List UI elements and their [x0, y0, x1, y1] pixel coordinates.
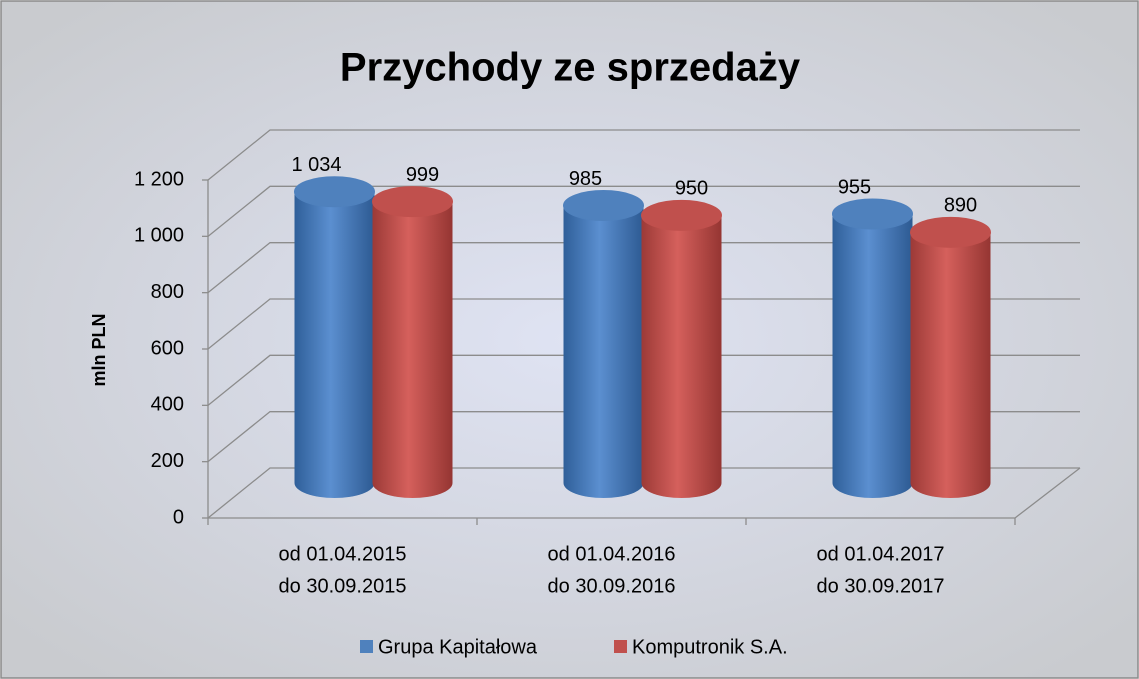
- legend-label: Komputronik S.A.: [632, 636, 788, 658]
- grid-line: [207, 298, 1080, 350]
- legend-swatch: [614, 640, 627, 653]
- legend-swatch: [360, 640, 373, 653]
- data-label: 890: [944, 195, 977, 217]
- cylinder-top: [563, 190, 644, 222]
- y-tick-label: 400: [151, 394, 184, 416]
- data-label: 950: [675, 178, 708, 200]
- cylinder: [372, 201, 453, 499]
- x-tick-label: od 01.04.2015: [279, 543, 407, 565]
- cylinder-top: [832, 198, 913, 230]
- grid-line: [207, 185, 1080, 237]
- cylinder-top: [910, 216, 991, 248]
- cylinder-top: [372, 186, 453, 218]
- y-tick-label: 200: [151, 450, 184, 472]
- x-tick-label: do 30.09.2017: [817, 575, 945, 597]
- x-tick-label: od 01.04.2017: [817, 543, 945, 565]
- cylinder: [832, 214, 913, 498]
- x-tick-label: do 30.09.2016: [548, 575, 676, 597]
- y-axis-label: mln PLN: [89, 313, 109, 386]
- cylinder: [563, 205, 644, 498]
- cylinder: [641, 215, 722, 498]
- grid-line: [207, 242, 1080, 294]
- cylinder: [910, 232, 991, 499]
- cylinder: [294, 191, 375, 499]
- grid-line: [207, 467, 1080, 519]
- y-tick-label: 800: [151, 281, 184, 303]
- cylinder-top: [294, 176, 375, 208]
- y-tick-label: 600: [151, 337, 184, 359]
- grid-line: [207, 354, 1080, 406]
- data-label: 999: [406, 164, 439, 186]
- chart-title: Przychody ze sprzedaży: [340, 46, 801, 90]
- y-tick-label: 0: [173, 506, 184, 528]
- y-tick-label: 1 000: [134, 225, 184, 247]
- y-tick-label: 1 200: [134, 168, 184, 190]
- x-tick-label: od 01.04.2016: [548, 543, 676, 565]
- data-label: 955: [838, 176, 871, 198]
- grid-line: [207, 129, 1080, 181]
- x-tick-label: do 30.09.2015: [279, 575, 407, 597]
- legend-label: Grupa Kapitałowa: [378, 636, 538, 658]
- cylinder-top: [641, 199, 722, 231]
- data-label: 985: [569, 168, 602, 190]
- data-label: 1 034: [291, 154, 341, 176]
- grid-line: [207, 411, 1080, 463]
